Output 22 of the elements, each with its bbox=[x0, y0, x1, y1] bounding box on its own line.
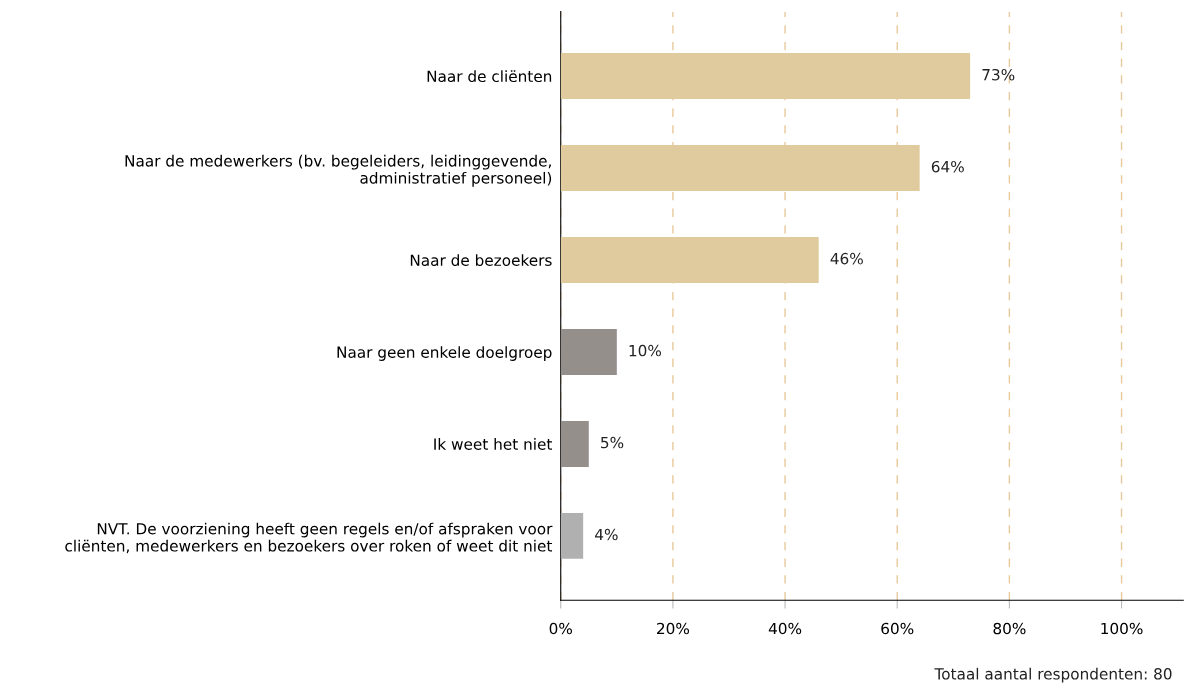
y-tick-label: Naar de bezoekers bbox=[410, 254, 552, 266]
data-label: 46% bbox=[830, 252, 863, 265]
x-tick-label: 60% bbox=[881, 622, 914, 635]
x-tick-label: 100% bbox=[1101, 622, 1143, 635]
bar bbox=[560, 328, 617, 375]
y-tick-label: Ik weet het niet bbox=[434, 438, 553, 450]
x-tick-label: 20% bbox=[657, 622, 690, 635]
y-tick-label: Naar geen enkele doelgroep bbox=[337, 346, 552, 361]
x-tick-label: 80% bbox=[993, 622, 1026, 635]
data-label: 73% bbox=[982, 68, 1015, 81]
bar bbox=[560, 512, 584, 559]
bar bbox=[560, 420, 589, 467]
data-label: 10% bbox=[629, 344, 662, 357]
text: Totaal aantal respondenten: 80 bbox=[934, 667, 1172, 683]
x-tick-label: 40% bbox=[768, 622, 802, 635]
data-label: 4% bbox=[595, 528, 618, 541]
data-label: 5% bbox=[601, 436, 624, 449]
y-tick-label: NVT. De voorziening heeft geen regels en/of afspraken voor cliënten, medewerkers en bezoekers over roken of weet dit niet bbox=[65, 522, 553, 554]
y-tick-label: Naar de medewerkers (bv. begeleiders, leidinggevende, administratief personeel) bbox=[125, 154, 552, 187]
x-tick-label: 0% bbox=[549, 622, 573, 635]
y-tick-label: Naar de cliënten bbox=[427, 70, 552, 83]
data-label: 64% bbox=[931, 160, 964, 173]
